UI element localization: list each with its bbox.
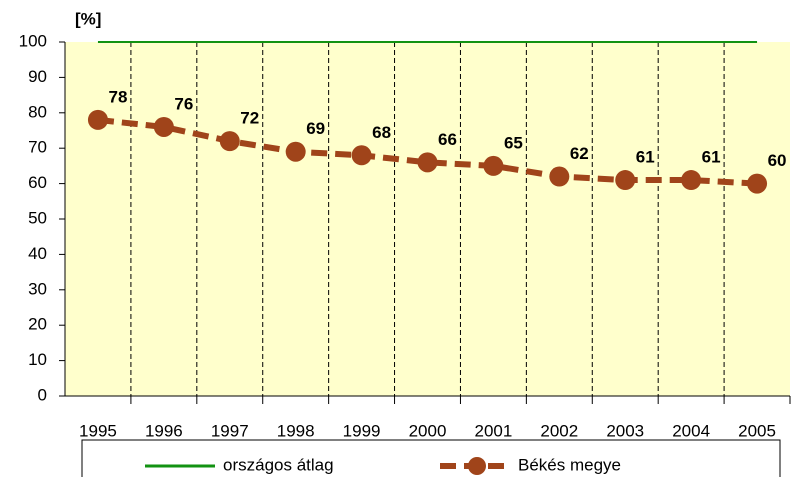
x-tick-label: 2004 [672, 421, 710, 440]
y-tick-label: 10 [28, 350, 47, 369]
data-label: 76 [174, 94, 193, 113]
x-tick-label: 2005 [738, 421, 776, 440]
y-tick-label: 50 [28, 208, 47, 227]
data-label: 69 [306, 119, 325, 138]
data-label: 72 [240, 109, 259, 128]
x-tick-label: 1998 [277, 421, 315, 440]
x-tick-label: 1995 [79, 421, 117, 440]
x-tick-label: 1996 [145, 421, 183, 440]
data-label: 65 [504, 133, 523, 152]
x-tick-label: 2001 [474, 421, 512, 440]
x-tick-label: 1999 [343, 421, 381, 440]
x-tick-label: 1997 [211, 421, 249, 440]
marker [285, 141, 306, 162]
data-label: 62 [570, 144, 589, 163]
legend-marker [468, 457, 486, 475]
data-label: 61 [636, 148, 655, 167]
y-axis-label: [%] [75, 9, 101, 28]
marker [483, 155, 504, 176]
data-label: 60 [768, 151, 787, 170]
y-tick-label: 20 [28, 315, 47, 334]
marker [681, 170, 702, 191]
marker [87, 109, 108, 130]
marker [747, 173, 768, 194]
data-label: 66 [438, 130, 457, 149]
legend-label: országos átlag [223, 455, 334, 474]
y-tick-label: 80 [28, 102, 47, 121]
plot-area [65, 42, 790, 396]
legend-box [81, 439, 781, 477]
y-tick-label: 60 [28, 173, 47, 192]
x-tick-label: 2000 [409, 421, 447, 440]
data-label: 61 [702, 148, 721, 167]
legend-label: Békés megye [518, 455, 621, 474]
marker [549, 166, 570, 187]
marker [351, 145, 372, 166]
series-line [97, 116, 758, 187]
y-tick-label: 30 [28, 279, 47, 298]
marker [615, 170, 636, 191]
data-label: 78 [108, 87, 127, 106]
marker [153, 116, 174, 137]
y-tick-label: 0 [38, 385, 47, 404]
marker [417, 152, 438, 173]
y-tick-label: 40 [28, 244, 47, 263]
x-tick-label: 2003 [606, 421, 644, 440]
data-label: 68 [372, 123, 391, 142]
marker [219, 131, 240, 152]
y-tick-label: 100 [19, 31, 47, 50]
y-tick-label: 90 [28, 67, 47, 86]
y-tick-label: 70 [28, 138, 47, 157]
x-tick-label: 2002 [540, 421, 578, 440]
